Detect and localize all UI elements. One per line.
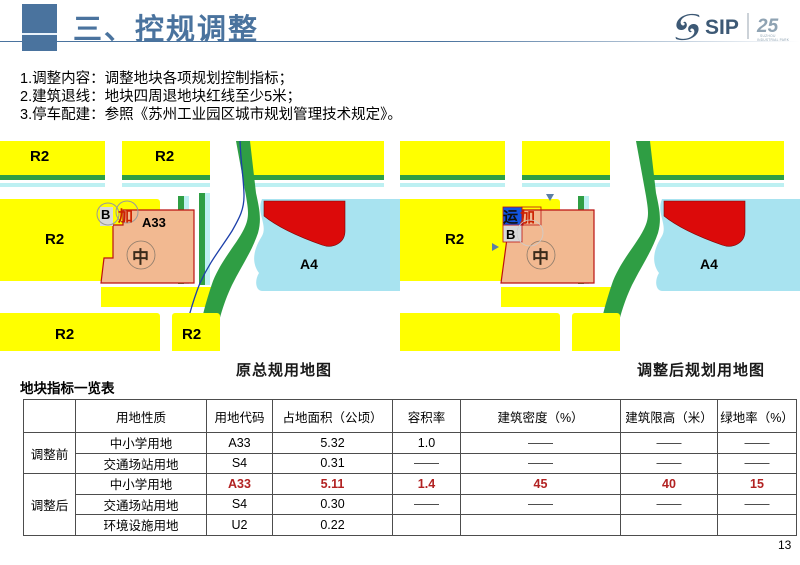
svg-text:加: 加 xyxy=(117,208,133,225)
svg-text:B: B xyxy=(506,227,515,242)
svg-text:R2: R2 xyxy=(155,148,174,165)
svg-text:A4: A4 xyxy=(300,256,318,272)
svg-text:B: B xyxy=(101,207,110,222)
svg-text:A4: A4 xyxy=(700,256,718,272)
svg-text:A33: A33 xyxy=(142,215,166,230)
svg-text:R2: R2 xyxy=(445,231,464,248)
svg-text:SIP: SIP xyxy=(705,16,739,39)
svg-text:运: 运 xyxy=(503,209,518,226)
svg-text:R2: R2 xyxy=(30,148,49,165)
svg-text:中: 中 xyxy=(132,247,149,267)
svg-text:R2: R2 xyxy=(55,326,74,343)
svg-text:INDUSTRIAL PARK: INDUSTRIAL PARK xyxy=(757,38,790,42)
svg-text:R2: R2 xyxy=(182,326,201,343)
svg-text:R2: R2 xyxy=(45,231,64,248)
svg-text:中: 中 xyxy=(532,247,549,267)
